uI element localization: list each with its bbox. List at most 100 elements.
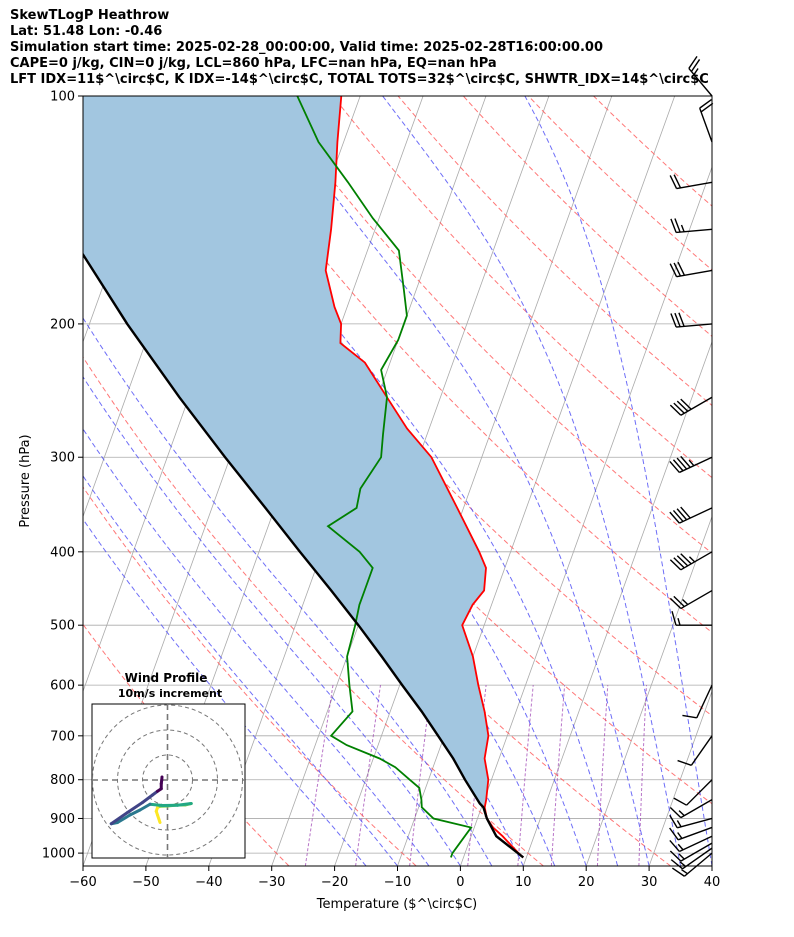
wind-barb xyxy=(677,735,713,766)
wind-barb xyxy=(669,455,713,474)
moist-adiabat xyxy=(524,96,712,866)
wind-barb xyxy=(670,847,713,870)
y-tick-label: 1000 xyxy=(42,847,75,862)
y-tick-label: 300 xyxy=(50,451,75,466)
y-tick-label: 700 xyxy=(50,729,75,744)
parcel-line xyxy=(83,252,525,859)
x-tick-label: −10 xyxy=(384,875,411,890)
y-tick-label: 100 xyxy=(50,90,75,105)
moist-adiabats xyxy=(83,96,712,866)
x-tick-label: 40 xyxy=(704,875,721,890)
hodograph-segment xyxy=(138,802,152,812)
time-line: Simulation start time: 2025-02-28_00:00:… xyxy=(10,40,603,55)
x-tick-label: −20 xyxy=(321,875,348,890)
cin-fill xyxy=(83,96,489,808)
x-axis-label: Temperature ($^\circ$C) xyxy=(316,897,477,912)
hodograph-segment xyxy=(176,802,193,807)
wind-barb xyxy=(671,611,712,626)
x-axis: −60 −50 −40 −30 −20 −10 0 10 20 30 40 xyxy=(69,866,720,890)
moist-adiabat xyxy=(83,375,461,866)
wind-barb xyxy=(669,799,713,819)
mixing-ratio-line xyxy=(596,685,609,866)
hodograph-segment xyxy=(148,802,164,807)
wind-barb xyxy=(670,312,713,328)
temperature-line xyxy=(324,96,524,859)
hodograph-segment xyxy=(128,808,142,817)
hodograph-subtitle: 10m/s increment xyxy=(118,687,222,700)
moist-adiabat xyxy=(83,475,398,866)
moist-adiabat xyxy=(83,428,430,866)
wind-barb xyxy=(669,261,713,278)
wind-barb xyxy=(699,99,714,143)
wind-barb xyxy=(673,779,713,806)
wind-barbs xyxy=(669,55,714,877)
y-axis-label: Pressure (hPa) xyxy=(18,434,33,527)
y-tick-label: 500 xyxy=(50,619,75,634)
dry-adiabat xyxy=(593,96,712,207)
wind-barb xyxy=(669,826,713,841)
x-tick-label: −60 xyxy=(69,875,96,890)
chart-header: SkewTLogP Heathrow Lat: 51.48 Lon: -0.46… xyxy=(10,8,780,88)
isotherm xyxy=(711,864,712,866)
mixing-ratio-line xyxy=(355,685,381,866)
hodograph-segment xyxy=(141,793,154,804)
wind-barb xyxy=(670,218,713,234)
dry-adiabat xyxy=(202,96,712,634)
isotherm xyxy=(585,515,712,866)
x-tick-label: 30 xyxy=(641,875,658,890)
hodograph-trace xyxy=(109,775,193,826)
x-tick-label: −50 xyxy=(132,875,159,890)
cin-area xyxy=(83,96,489,808)
dry-adiabat xyxy=(267,96,712,554)
index-line: LFT IDX=11$^\circ$C, K IDX=-14$^\circ$C,… xyxy=(10,72,709,87)
chart-title: SkewTLogP Heathrow xyxy=(10,8,170,23)
moist-adiabat xyxy=(83,317,493,866)
wind-barb xyxy=(688,55,713,97)
location-line: Lat: 51.48 Lon: -0.46 xyxy=(10,24,163,39)
moist-adiabat xyxy=(259,96,650,866)
hodograph-segment xyxy=(109,811,129,826)
hodograph-segment xyxy=(126,801,144,814)
wind-barb xyxy=(669,551,713,571)
hodograph-segment xyxy=(116,813,132,824)
isotherm xyxy=(460,165,712,866)
wind-barb xyxy=(671,852,713,877)
x-tick-label: −30 xyxy=(258,875,285,890)
moist-adiabat xyxy=(382,96,681,866)
wind-barb xyxy=(669,396,713,416)
x-tick-label: −40 xyxy=(195,875,222,890)
wind-barb xyxy=(669,589,713,610)
isotherm xyxy=(522,340,712,866)
mixing-ratio-line xyxy=(304,685,334,866)
mixing-ratio-line xyxy=(517,685,534,866)
y-tick-label: 200 xyxy=(50,317,75,332)
wind-barb xyxy=(669,842,713,862)
dry-adiabat xyxy=(528,96,712,271)
y-tick-label: 600 xyxy=(50,679,75,694)
wind-barb xyxy=(669,174,713,190)
wind-barb xyxy=(682,684,713,719)
y-tick-label: 800 xyxy=(50,773,75,788)
wind-barb xyxy=(669,835,713,853)
hodograph-inset: Wind Profile 10m/s increment xyxy=(91,671,246,859)
wind-barb xyxy=(669,814,713,829)
isotherm xyxy=(648,690,712,866)
x-tick-label: 20 xyxy=(578,875,595,890)
x-tick-label: 0 xyxy=(456,875,464,890)
isotherm xyxy=(334,96,613,866)
dewpoint-line xyxy=(296,96,473,858)
hodograph-rings xyxy=(92,704,245,858)
wind-barb xyxy=(669,506,713,524)
dry-adiabat xyxy=(83,356,544,866)
moist-adiabat xyxy=(83,518,367,866)
cape-line: CAPE=0 j/kg, CIN=0 j/kg, LCL=860 hPa, LF… xyxy=(10,56,497,71)
isotherm xyxy=(775,96,794,866)
y-axis: 1000 900 800 700 600 500 400 300 200 100 xyxy=(42,90,83,862)
dry-adiabat xyxy=(83,486,417,866)
profiles xyxy=(83,96,525,859)
y-tick-label: 400 xyxy=(50,545,75,560)
moist-adiabat xyxy=(167,96,619,866)
dry-adiabat xyxy=(462,96,712,337)
moist-adiabat xyxy=(83,167,556,866)
